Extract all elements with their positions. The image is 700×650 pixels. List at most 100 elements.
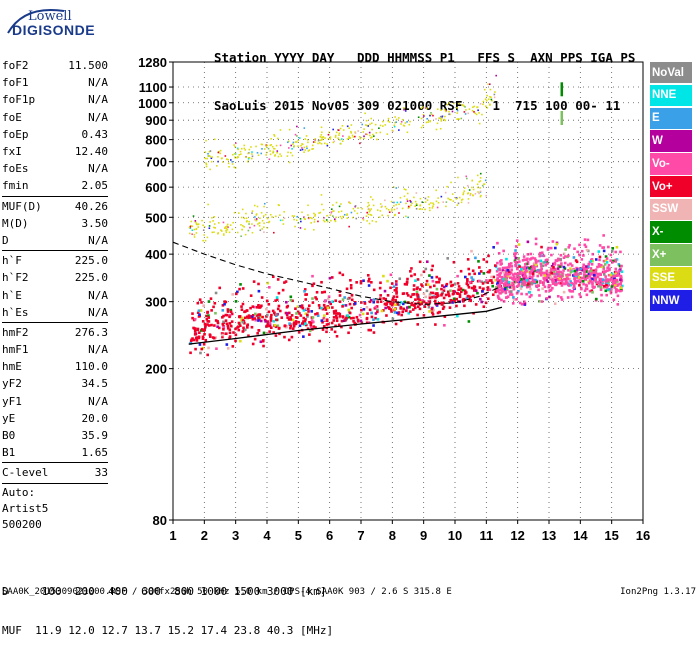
echo-dot [389, 273, 393, 277]
echo-dot [297, 331, 301, 334]
echo-dot [585, 287, 589, 291]
echo-dot [340, 319, 344, 323]
echo-dot [317, 220, 319, 223]
echo-dot [585, 268, 588, 272]
echo-dot [392, 285, 396, 288]
echo-dot [545, 260, 549, 264]
echo-dot [496, 289, 499, 293]
echo-dot [350, 298, 354, 302]
echo-dot [485, 194, 487, 197]
echo-dot [391, 317, 395, 321]
echo-dot [573, 273, 576, 276]
echo-dot [421, 208, 424, 211]
echo-dot [410, 204, 412, 207]
echo-dot [599, 273, 602, 277]
echo-dot [472, 194, 474, 197]
param-name: foEs [2, 162, 29, 176]
echo-dot [349, 284, 353, 287]
echo-dot [237, 328, 241, 332]
echo-dot [393, 124, 396, 127]
echo-dot [224, 155, 227, 157]
echo-dot [213, 301, 217, 305]
echo-dot [573, 269, 577, 273]
echo-dot [406, 277, 409, 281]
echo-dot [395, 286, 398, 290]
echo-dot [599, 286, 603, 289]
echo-dot [192, 326, 195, 330]
echo-dot [545, 297, 549, 300]
echo-dot [441, 116, 443, 119]
echo-dot [605, 293, 608, 297]
echo-dot [211, 231, 214, 234]
echo-dot [363, 128, 365, 130]
echo-dot [191, 316, 194, 320]
echo-dot [330, 212, 333, 215]
echo-dot [495, 286, 498, 289]
echo-dot [236, 156, 239, 159]
echo-dot [226, 327, 230, 330]
echo-dot [566, 281, 569, 284]
echo-dot [233, 144, 235, 146]
echo-dot [365, 321, 369, 325]
echo-dot [271, 309, 275, 313]
echo-dot [447, 293, 450, 296]
echo-dot [582, 254, 585, 257]
echo-dot [410, 201, 412, 203]
echo-dot [394, 116, 396, 118]
echo-dot [386, 294, 390, 297]
echo-dot [564, 279, 568, 283]
echo-dot [456, 112, 459, 114]
echo-dot [206, 311, 209, 314]
echo-dot [589, 267, 593, 270]
echo-dot [521, 271, 525, 275]
echo-dot [267, 286, 271, 289]
echo-dot [517, 282, 521, 285]
echo-dot [562, 269, 565, 272]
echo-dot [295, 312, 298, 315]
echo-dot [606, 269, 609, 272]
echo-dot [322, 219, 325, 222]
echo-dot [391, 210, 393, 212]
echo-dot [379, 294, 382, 297]
echo-dot [356, 318, 360, 322]
echo-dot [209, 168, 211, 171]
echo-dot [260, 304, 263, 308]
echo-dot [602, 278, 605, 281]
param-value: 2.05 [81, 179, 109, 193]
echo-dot [501, 279, 505, 282]
echo-dot [442, 201, 444, 203]
echo-dot [327, 138, 330, 140]
echo-dot [255, 214, 258, 216]
echo-dot [491, 99, 493, 102]
echo-dot [531, 272, 535, 276]
echo-dot [606, 279, 610, 283]
echo-dot [193, 228, 196, 231]
echo-dot [559, 296, 563, 299]
echo-dot [415, 293, 419, 296]
echo-dot [363, 302, 367, 305]
echo-dot [338, 312, 342, 316]
echo-dot [337, 137, 339, 140]
echo-dot [372, 133, 374, 136]
echo-dot [420, 283, 423, 286]
echo-dot [195, 228, 198, 231]
echo-dot [265, 151, 268, 154]
echo-dot [567, 254, 570, 258]
echo-dot [579, 272, 583, 275]
echo-dot [391, 129, 394, 132]
echo-dot [552, 277, 555, 281]
echo-dot [458, 293, 462, 296]
echo-dot [286, 304, 290, 308]
echo-dot [530, 294, 533, 297]
echo-dot [368, 131, 371, 134]
echo-dot [247, 157, 250, 160]
echo-dot [362, 279, 365, 283]
echo-dot [609, 273, 613, 277]
param-name: fmin [2, 179, 29, 193]
echo-dot [323, 306, 327, 309]
echo-dot [498, 268, 502, 272]
echo-dot [261, 315, 264, 319]
echo-dot [327, 133, 330, 136]
echo-dot [372, 288, 376, 292]
echo-dot [202, 304, 205, 307]
